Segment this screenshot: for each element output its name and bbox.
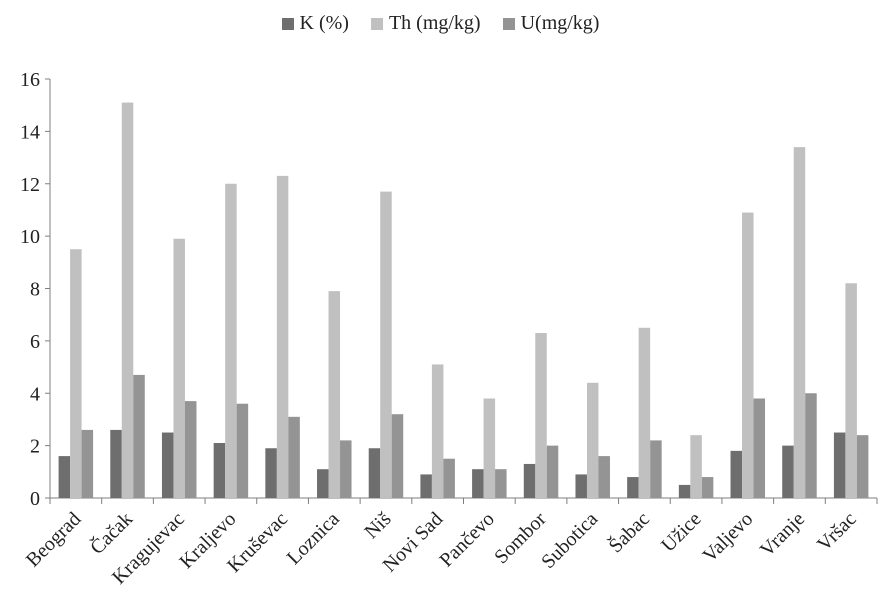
bar [110,429,122,498]
x-tick-label: Užice [657,508,706,557]
bar [81,429,94,498]
bar [288,416,300,498]
x-tick-label: Vršac [813,508,861,556]
legend-item: U(mg/kg) [502,12,600,35]
legend-label: K (%) [299,12,349,34]
bar [546,445,559,498]
bar [701,477,714,498]
bar [431,364,444,498]
x-tick-label: Niš [360,508,395,543]
y-tick-label: 4 [30,383,40,405]
bar [650,440,662,498]
legend-item: K (%) [281,12,349,35]
bar [380,191,392,498]
bar [236,403,249,498]
bar [586,382,599,498]
bar [753,398,766,498]
bar [793,147,806,498]
bar [690,435,702,498]
bar [805,393,817,498]
x-tick-label: Loznica [283,508,344,569]
y-tick-label: 6 [30,331,40,353]
legend-label: Th (mg/kg) [388,12,481,34]
bar [575,474,587,498]
bar [638,327,651,498]
bar [833,432,846,498]
bar [121,102,134,498]
bar [678,484,691,498]
bar [535,333,547,498]
bar [742,212,754,498]
bar [523,463,536,498]
x-tick-label: Beograd [22,508,85,571]
bar [627,477,639,498]
bar [70,249,82,498]
bar [730,450,743,498]
bar [265,448,277,498]
legend-swatch [370,17,383,30]
y-tick-label: 2 [30,436,40,458]
x-tick-label: Valjevo [699,508,758,567]
bar [472,469,484,498]
bar [368,448,381,498]
bar [133,374,145,498]
x-tick-label: Šabac [603,506,654,557]
bar [443,458,455,498]
bar [213,443,226,498]
bar [856,435,869,498]
bar [845,283,857,498]
bar [173,238,185,498]
y-tick-label: 10 [20,226,40,248]
bar [225,183,237,498]
x-tick-label: Pančevo [435,508,498,571]
bar [420,474,432,498]
bar [328,291,341,498]
bar [58,456,71,498]
y-tick-label: 12 [20,174,40,196]
legend-swatch [281,17,294,30]
y-tick-label: 16 [20,69,40,91]
bar [161,432,174,498]
bar [495,469,507,498]
legend-swatch [502,17,515,30]
legend-item: Th (mg/kg) [370,12,481,35]
y-tick-label: 14 [20,121,40,143]
bar [340,440,352,498]
bar [598,456,610,498]
bar [184,401,197,498]
bar [317,469,329,498]
bar [276,175,289,499]
bar [782,445,794,498]
x-tick-label: Subotica [537,508,602,573]
y-tick-label: 8 [30,279,40,301]
chart-legend: K (%) Th (mg/kg) U(mg/kg) [0,12,881,35]
y-tick-label: 0 [30,488,40,510]
legend-label: U(mg/kg) [520,12,600,34]
bar [391,414,404,498]
bar [483,398,496,498]
x-tick-label: Vranje [756,508,809,561]
